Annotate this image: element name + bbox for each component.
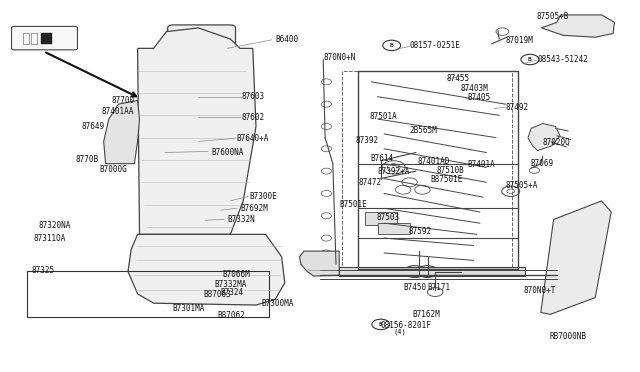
Bar xyxy=(41,33,52,44)
Text: 87401AD: 87401AD xyxy=(417,157,450,166)
Text: 87501A: 87501A xyxy=(370,112,397,121)
Polygon shape xyxy=(541,201,611,314)
Polygon shape xyxy=(128,234,285,305)
Text: 87503: 87503 xyxy=(376,213,399,222)
Text: B87501E: B87501E xyxy=(430,175,463,184)
Polygon shape xyxy=(378,223,410,234)
Text: B7600NA: B7600NA xyxy=(211,148,244,157)
Text: B7501E: B7501E xyxy=(339,200,367,209)
Text: 08543-51242: 08543-51242 xyxy=(538,55,588,64)
Text: B: B xyxy=(379,322,383,327)
FancyBboxPatch shape xyxy=(12,26,77,50)
Bar xyxy=(27,271,269,317)
Bar xyxy=(31,33,37,44)
Text: 87505+B: 87505+B xyxy=(536,12,569,21)
Text: 87401AA: 87401AA xyxy=(101,107,134,116)
Text: 87455: 87455 xyxy=(447,74,470,83)
Text: 87320NA: 87320NA xyxy=(38,221,71,230)
Text: 87392: 87392 xyxy=(355,136,378,145)
Text: B7640+A: B7640+A xyxy=(237,134,269,143)
Text: 87492: 87492 xyxy=(506,103,529,112)
Text: B87062: B87062 xyxy=(218,311,245,320)
Text: B87063: B87063 xyxy=(204,290,231,299)
Text: 87649: 87649 xyxy=(82,122,105,131)
Text: 87700: 87700 xyxy=(112,96,135,105)
Text: 8770B: 8770B xyxy=(76,155,99,164)
Bar xyxy=(342,71,512,272)
Text: B7614: B7614 xyxy=(370,154,393,163)
Polygon shape xyxy=(300,251,339,276)
Text: B7324: B7324 xyxy=(221,288,244,296)
Text: 08157-0251E: 08157-0251E xyxy=(410,41,460,50)
FancyBboxPatch shape xyxy=(168,25,236,74)
Text: 87592: 87592 xyxy=(408,227,431,236)
Text: 87311OA: 87311OA xyxy=(33,234,66,243)
Text: B7332N: B7332N xyxy=(227,215,255,224)
Text: 870N0+T: 870N0+T xyxy=(524,286,556,295)
Polygon shape xyxy=(104,100,140,164)
Text: 2B565M: 2B565M xyxy=(410,126,437,135)
Text: 87020Q: 87020Q xyxy=(543,138,570,147)
Polygon shape xyxy=(138,28,256,234)
Text: B7301MA: B7301MA xyxy=(173,304,205,313)
Text: B7405: B7405 xyxy=(467,93,490,102)
Text: B7000G: B7000G xyxy=(99,165,127,174)
Text: B7401A: B7401A xyxy=(467,160,495,169)
Polygon shape xyxy=(339,267,525,276)
Text: (4): (4) xyxy=(394,328,406,335)
Text: B: B xyxy=(528,57,532,62)
Text: B7300MA: B7300MA xyxy=(261,299,294,308)
Polygon shape xyxy=(528,124,560,151)
Text: 87403M: 87403M xyxy=(461,84,488,93)
Bar xyxy=(23,33,29,44)
Polygon shape xyxy=(365,212,397,225)
Text: 87602: 87602 xyxy=(242,113,265,122)
Text: 87392+A: 87392+A xyxy=(378,167,410,176)
Text: 87603: 87603 xyxy=(242,92,265,101)
Text: 87472: 87472 xyxy=(358,178,381,187)
Text: B6400: B6400 xyxy=(275,35,298,44)
Text: B7332MA: B7332MA xyxy=(214,280,247,289)
Text: B7171: B7171 xyxy=(428,283,451,292)
Text: RB7000NB: RB7000NB xyxy=(549,332,586,341)
Text: B: B xyxy=(390,43,394,48)
Text: B7450: B7450 xyxy=(403,283,426,292)
Text: B7300E: B7300E xyxy=(250,192,277,201)
Text: 08156-8201F: 08156-8201F xyxy=(381,321,431,330)
Text: 87505+A: 87505+A xyxy=(506,181,538,190)
Text: 87019M: 87019M xyxy=(506,36,533,45)
Polygon shape xyxy=(541,15,614,37)
Text: 87510B: 87510B xyxy=(436,166,464,175)
Text: B7692M: B7692M xyxy=(240,204,268,213)
Text: B7066M: B7066M xyxy=(223,270,250,279)
Text: 870N0+N: 870N0+N xyxy=(323,53,356,62)
Text: 87325: 87325 xyxy=(32,266,55,275)
Text: B7069: B7069 xyxy=(530,159,553,168)
Text: B7162M: B7162M xyxy=(413,310,440,319)
